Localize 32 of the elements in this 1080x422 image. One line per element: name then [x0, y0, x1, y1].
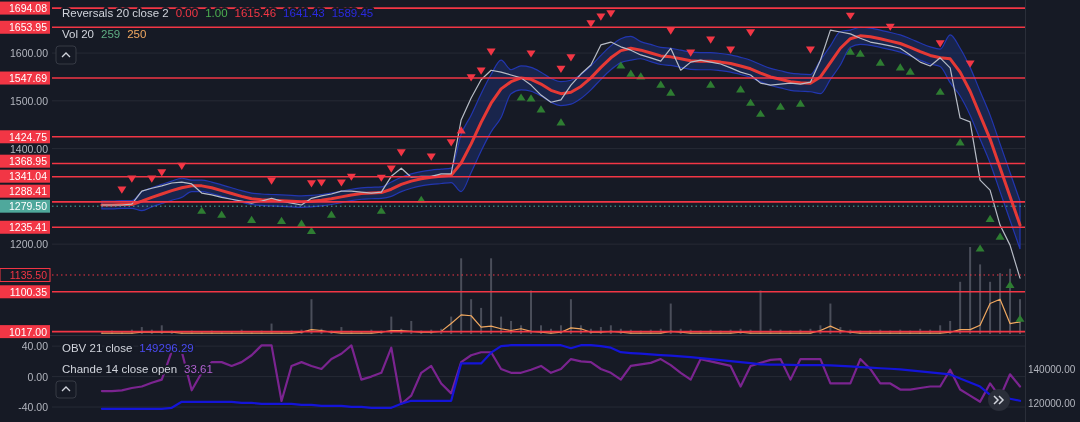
y-tick-label: 40.00 [21, 340, 49, 353]
y-tick-label: 1200.00 [10, 238, 49, 251]
ref-line-label: 1694.08 [9, 2, 48, 15]
annotation: 149296.29 [139, 342, 194, 354]
y2-tick-label: 120000.00 [1028, 397, 1076, 409]
annotation: 1.00 [205, 7, 228, 19]
ref-line-label: 1424.75 [9, 130, 48, 143]
annotation: OBV 21 close [62, 342, 133, 354]
annotation: 1641.43 [283, 7, 325, 19]
annotation: 250 [127, 28, 147, 40]
y-tick-label: 0.00 [27, 370, 49, 383]
ref-line-label: 1368.95 [9, 155, 48, 168]
ref-line-label: 1235.41 [9, 221, 48, 234]
annotation: 1615.46 [234, 7, 277, 19]
y-tick-label: 1600.00 [10, 47, 49, 60]
ref-line-label: 1135.50 [9, 268, 48, 281]
ref-line-label: 1100.35 [9, 285, 48, 298]
annotation: 259 [100, 28, 121, 40]
ref-line-label: 1653.95 [9, 21, 48, 34]
annotation: 1589.45 [331, 7, 374, 19]
legend-label: 1288.41 [9, 185, 48, 198]
y-tick-label: 1400.00 [10, 142, 49, 155]
y2-tick-label: 140000.00 [1028, 364, 1076, 376]
ref-line-label: 1017.00 [9, 325, 48, 338]
y-tick-label: 1500.00 [10, 94, 49, 107]
y-tick-label: -40.00 [18, 401, 49, 414]
ref-line-label: 1341.04 [9, 170, 48, 183]
ref-line-label: 1279.50 [9, 200, 48, 213]
annotation: 0.00 [175, 7, 199, 19]
text: Vol 20 [62, 28, 94, 40]
annotation: Reversals 20 close 2 [62, 7, 169, 19]
ref-line-label: 1547.69 [9, 72, 48, 85]
